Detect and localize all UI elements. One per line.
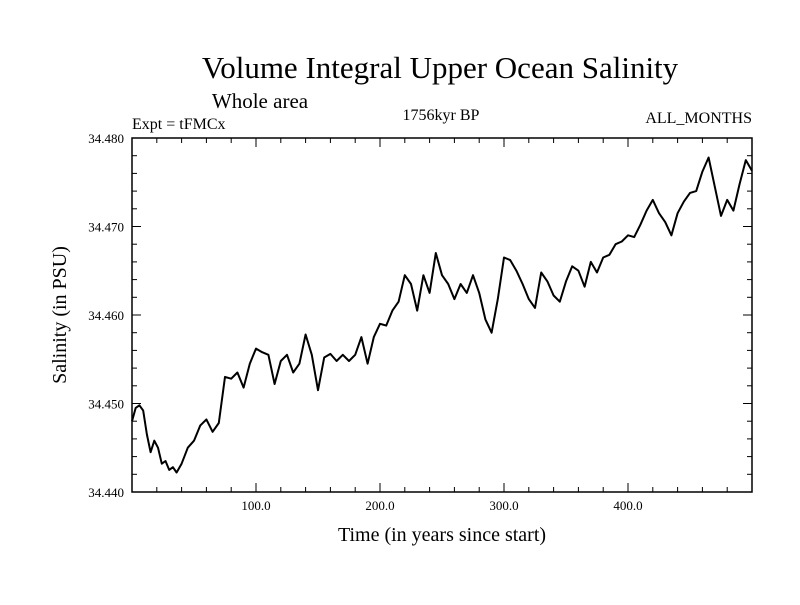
y-tick-label: 34.470 [88,220,124,235]
x-tick-label: 300.0 [489,498,518,513]
y-tick-label: 34.440 [88,485,124,500]
y-axis-label: Salinity (in PSU) [49,246,71,384]
x-axis-label: Time (in years since start) [338,524,546,546]
series-line-salinity [131,156,753,474]
y-tick-label: 34.460 [88,308,124,323]
x-tick-label: 400.0 [613,498,642,513]
header-right: ALL_MONTHS [645,110,752,127]
y-tick-label: 34.480 [88,131,124,146]
header-center: 1756kyr BP [403,107,480,124]
header-left: Expt = tFMCx [132,116,225,133]
chart-title: Volume Integral Upper Ocean Salinity [202,50,679,85]
x-tick-label: 100.0 [241,498,270,513]
x-tick-label: 200.0 [365,498,394,513]
chart-subtitle: Whole area [212,89,309,113]
y-tick-label: 34.450 [88,397,124,412]
plot-frame [131,137,753,493]
